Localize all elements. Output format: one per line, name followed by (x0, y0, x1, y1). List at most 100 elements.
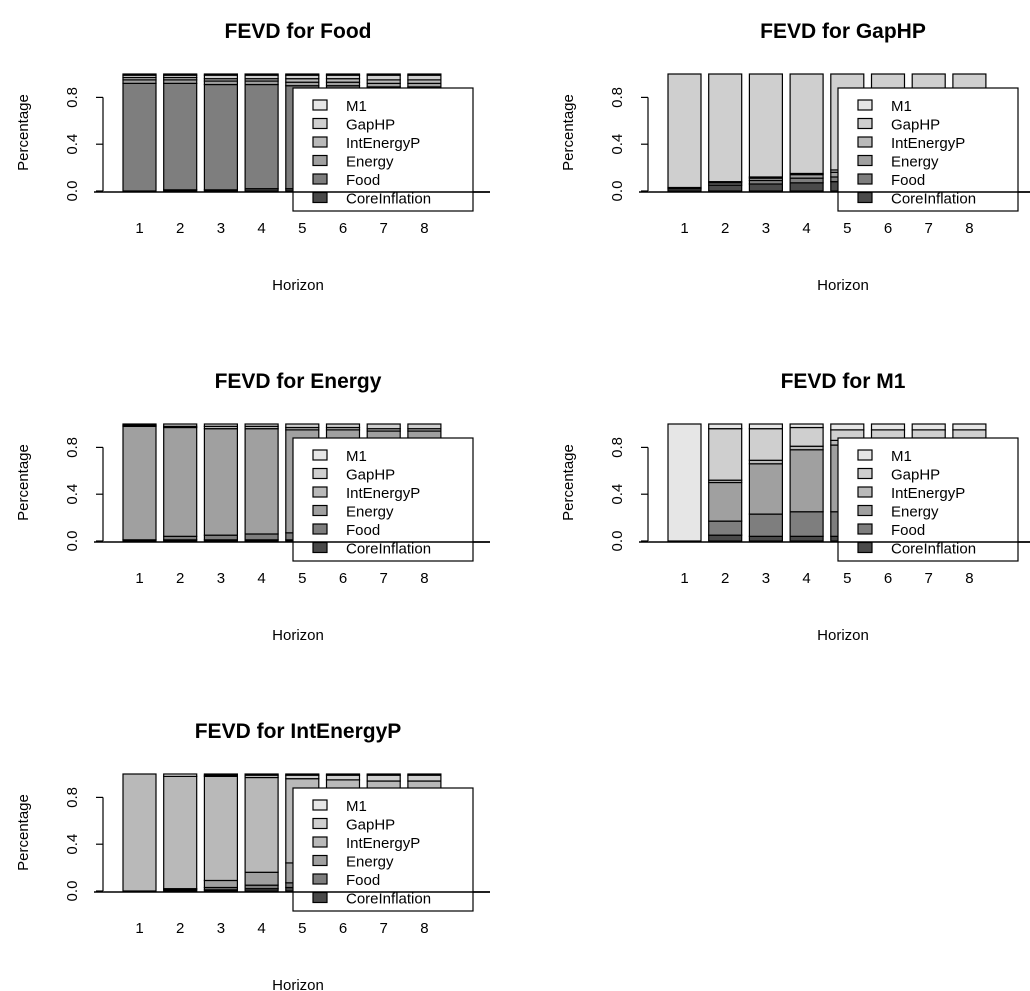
legend-swatch-food (857, 173, 873, 185)
bar-segment-m1-5 (830, 423, 865, 431)
legend-label: M1 (346, 798, 367, 815)
legend-label: Energy (346, 504, 394, 521)
bar-segment-m1-7 (911, 423, 946, 431)
x-tick-label: 1 (680, 220, 688, 237)
bar-segment-energy-4 (789, 449, 824, 513)
x-tick-label: 2 (176, 220, 184, 237)
legend-swatch-energy (312, 154, 328, 167)
bar-segment-m1-4 (244, 773, 279, 776)
bar-segment-gaphp-6 (325, 774, 361, 781)
legend-label: GapHP (346, 117, 395, 134)
bar-segment-m1-3 (203, 773, 238, 776)
x-tick-label: 5 (298, 920, 306, 937)
legend-label: Food (346, 172, 380, 189)
bar-segment-m1-2 (163, 773, 198, 777)
bar-segment-coreinflation-2 (708, 534, 743, 542)
bar-segment-gaphp-3 (748, 73, 783, 178)
x-axis-label: Horizon (817, 627, 869, 644)
legend-label: Food (891, 172, 925, 189)
x-axis-label: Horizon (272, 977, 324, 991)
bar-segment-gaphp-7 (366, 423, 401, 430)
bar-segment-gaphp-3 (203, 423, 238, 427)
bar-segment-energy-3 (203, 428, 238, 536)
x-tick-label: 1 (135, 570, 143, 587)
bar-segment-food-3 (203, 534, 238, 541)
legend-label: IntEnergyP (346, 135, 420, 152)
legend-swatch-intenergyp (312, 836, 328, 848)
y-tick-label: 0.0 (64, 531, 81, 552)
bar-segment-gaphp-8 (407, 423, 442, 430)
bar-segment-food-4 (789, 511, 824, 537)
x-tick-label: 6 (339, 570, 347, 587)
legend-swatch-energy (857, 504, 873, 517)
x-tick-label: 4 (257, 570, 265, 587)
x-axis-label: Horizon (817, 277, 869, 294)
x-tick-label: 6 (884, 220, 892, 237)
chart-title: FEVD for Food (225, 20, 372, 43)
bar-segment-m1-1 (667, 423, 702, 542)
legend-swatch-intenergyp (857, 136, 873, 148)
x-tick-label: 4 (257, 220, 265, 237)
legend-swatch-energy (312, 504, 328, 517)
bar-segment-gaphp-7 (911, 429, 946, 439)
bar-segment-gaphp-2 (708, 428, 743, 481)
bar-segment-m1-5 (285, 773, 320, 776)
legend-label: IntEnergyP (346, 835, 420, 852)
chart-title: FEVD for Energy (215, 370, 382, 393)
bar-segment-energy-1 (122, 425, 157, 541)
x-tick-label: 8 (965, 570, 973, 587)
bar-segment-m1-1 (122, 73, 157, 76)
legend-label: IntEnergyP (346, 485, 420, 502)
bar-segment-m1-2 (163, 73, 198, 76)
legend-swatch-intenergyp (857, 486, 873, 498)
legend-label: Food (346, 872, 380, 889)
x-tick-label: 6 (339, 220, 347, 237)
legend-swatch-gaphp (312, 467, 328, 480)
legend-swatch-gaphp (857, 467, 873, 480)
x-tick-label: 6 (339, 920, 347, 937)
bar-segment-gaphp-4 (244, 423, 279, 427)
x-tick-label: 6 (884, 570, 892, 587)
legend-swatch-m1 (312, 449, 328, 461)
x-tick-label: 3 (762, 220, 770, 237)
legend-swatch-m1 (312, 99, 328, 111)
chart-title: FEVD for GapHP (760, 20, 926, 43)
x-tick-label: 3 (217, 220, 225, 237)
legend-label: Energy (891, 504, 939, 521)
x-tick-label: 3 (762, 570, 770, 587)
y-tick-label: 0.0 (64, 181, 81, 202)
x-tick-label: 5 (298, 570, 306, 587)
bar-segment-gaphp-8 (407, 74, 442, 81)
bar-segment-gaphp-4 (789, 426, 824, 447)
legend-label: CoreInflation (891, 541, 976, 558)
x-tick-label: 8 (420, 920, 428, 937)
y-tick-label: 0.8 (64, 437, 81, 458)
bar-segment-energy-4 (244, 428, 279, 535)
y-tick-label: 0.4 (64, 484, 81, 505)
bar-segment-food-1 (122, 82, 157, 192)
x-axis-label: Horizon (272, 627, 324, 644)
y-tick-label: 0.8 (609, 437, 626, 458)
legend-label: CoreInflation (346, 191, 431, 208)
bar-segment-m1-6 (325, 773, 361, 776)
bar-segment-food-3 (748, 513, 783, 537)
bar-segment-intenergyp-1 (122, 773, 157, 892)
legend-swatch-coreinflation (312, 891, 328, 904)
bar-segment-m1-3 (203, 73, 238, 76)
legend-swatch-energy (857, 154, 873, 167)
bar-segment-gaphp-8 (952, 429, 987, 439)
x-tick-label: 4 (257, 920, 265, 937)
x-tick-label: 3 (217, 920, 225, 937)
x-tick-label: 5 (843, 220, 851, 237)
bar-segment-energy-3 (203, 879, 238, 889)
bar-segment-gaphp-2 (163, 423, 198, 427)
bar-segment-m1-5 (285, 73, 320, 76)
bar-segment-coreinflation-4 (789, 535, 824, 542)
bar-segment-m1-4 (789, 423, 824, 429)
bar-segment-food-3 (203, 83, 238, 191)
x-tick-label: 5 (298, 220, 306, 237)
bar-segment-gaphp-7 (366, 74, 401, 81)
bar-segment-food-4 (244, 83, 279, 190)
